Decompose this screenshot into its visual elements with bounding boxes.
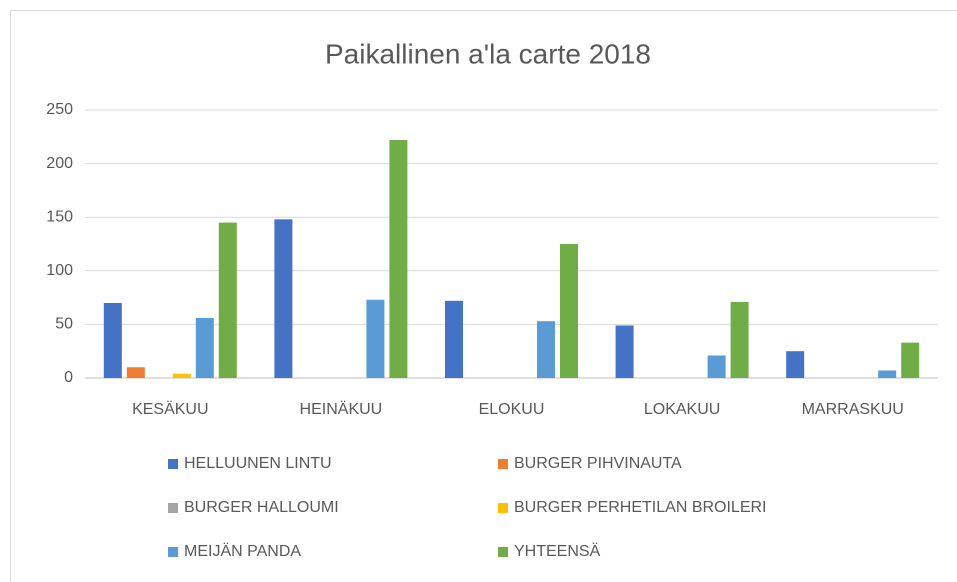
y-tick-label: 100 <box>46 262 73 279</box>
bar <box>878 370 897 378</box>
legend-swatch <box>498 547 508 557</box>
bar <box>218 222 237 378</box>
y-tick-label: 150 <box>46 208 73 225</box>
bar <box>445 300 463 378</box>
legend-label: YHTEENSÄ <box>514 542 601 560</box>
bar <box>126 367 145 378</box>
legend-swatch <box>498 503 508 513</box>
bar <box>103 302 122 378</box>
y-tick-label: 200 <box>46 155 73 172</box>
bar <box>730 301 749 378</box>
bar <box>389 140 408 378</box>
bar <box>195 317 214 378</box>
chart-title: Paikallinen a'la carte 2018 <box>325 38 651 69</box>
legend-swatch <box>498 459 508 469</box>
bar <box>172 373 191 378</box>
y-tick-label: 50 <box>55 316 73 333</box>
legend-label: HELLUUNEN LINTU <box>184 455 332 472</box>
legend-swatch <box>168 459 178 469</box>
legend-label: BURGER HALLOUMI <box>184 499 339 516</box>
x-tick-label: LOKAKUU <box>644 401 720 418</box>
y-tick-label: 250 <box>46 101 73 118</box>
y-tick-label: 0 <box>64 369 73 386</box>
legend-label: BURGER PIHVINAUTA <box>514 455 682 472</box>
legend-label: BURGER PERHETILAN BROILERI <box>514 499 767 516</box>
bar <box>537 321 555 378</box>
bar <box>901 342 920 378</box>
bar <box>274 219 293 378</box>
legend-swatch <box>168 503 178 513</box>
chart-frame <box>10 10 957 582</box>
bar <box>366 299 385 378</box>
x-tick-label: KESÄKUU <box>132 400 208 418</box>
x-tick-label: MARRASKUU <box>802 401 904 418</box>
bar <box>560 244 578 378</box>
bar <box>786 351 805 378</box>
bar <box>707 355 726 378</box>
x-tick-label: HEINÄKUU <box>300 400 383 418</box>
legend-swatch <box>168 547 178 557</box>
bar <box>615 325 634 378</box>
legend-label: MEIJÄN PANDA <box>184 542 301 560</box>
x-tick-label: ELOKUU <box>479 401 545 418</box>
